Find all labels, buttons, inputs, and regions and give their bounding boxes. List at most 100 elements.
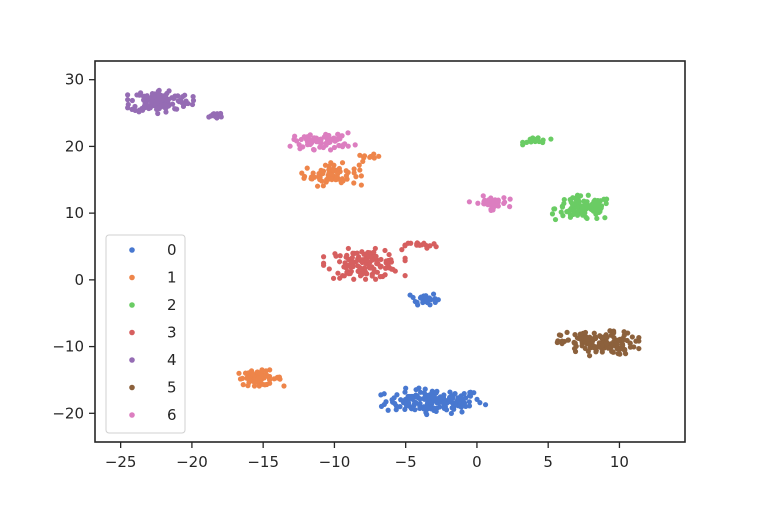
data-point-series-0 bbox=[446, 399, 453, 405]
data-point-series-6 bbox=[336, 142, 342, 149]
data-point-series-4 bbox=[129, 106, 135, 112]
data-point-series-4 bbox=[185, 100, 191, 107]
data-point-series-5 bbox=[565, 337, 571, 343]
data-point-series-1 bbox=[267, 377, 273, 383]
data-point-series-2 bbox=[561, 196, 567, 203]
data-point-series-5 bbox=[556, 332, 563, 338]
data-point-series-6 bbox=[312, 137, 318, 143]
legend-label-6: 6 bbox=[167, 406, 177, 424]
data-point-series-5 bbox=[617, 346, 623, 353]
data-point-series-0 bbox=[422, 386, 428, 392]
data-point-series-1 bbox=[263, 368, 269, 374]
data-point-series-0 bbox=[433, 390, 439, 396]
data-point-series-0 bbox=[426, 392, 432, 398]
data-point-series-5 bbox=[636, 334, 642, 341]
data-point-series-2 bbox=[574, 193, 581, 199]
data-point-series-5 bbox=[595, 343, 602, 350]
data-point-series-6 bbox=[488, 195, 494, 201]
data-point-series-5 bbox=[554, 339, 560, 346]
data-point-series-5 bbox=[611, 335, 617, 341]
data-point-series-1 bbox=[256, 375, 262, 381]
y-tick-label: 20 bbox=[65, 137, 84, 155]
data-point-series-5 bbox=[577, 331, 583, 337]
data-point-series-0 bbox=[409, 396, 415, 402]
data-point-series-3 bbox=[343, 254, 349, 260]
data-point-series-2 bbox=[570, 207, 576, 214]
data-point-series-2 bbox=[602, 215, 608, 221]
data-point-series-5 bbox=[559, 338, 565, 344]
data-point-series-2 bbox=[551, 206, 557, 212]
data-point-series-4 bbox=[125, 92, 131, 98]
data-point-series-3 bbox=[382, 247, 388, 254]
data-point-series-6 bbox=[352, 142, 358, 148]
data-point-series-3 bbox=[378, 256, 384, 263]
legend-label-3: 3 bbox=[167, 324, 177, 342]
data-point-series-2 bbox=[570, 211, 576, 218]
data-point-series-1 bbox=[351, 180, 357, 186]
data-point-series-3 bbox=[355, 263, 361, 269]
y-tick-label: −20 bbox=[52, 404, 84, 422]
data-point-series-1 bbox=[367, 154, 373, 160]
plot-frame bbox=[94, 60, 686, 443]
legend-label-5: 5 bbox=[167, 379, 177, 397]
data-point-series-4 bbox=[141, 103, 148, 109]
data-point-series-1 bbox=[323, 179, 329, 185]
data-point-series-3 bbox=[369, 273, 375, 279]
data-point-series-0 bbox=[427, 302, 433, 308]
data-point-series-1 bbox=[339, 160, 346, 166]
data-point-series-0 bbox=[450, 395, 456, 402]
data-point-series-5 bbox=[599, 349, 605, 355]
data-point-series-1 bbox=[326, 163, 332, 169]
points-layer bbox=[125, 87, 642, 418]
data-point-series-6 bbox=[317, 144, 323, 150]
data-point-series-5 bbox=[621, 336, 627, 343]
x-tick-label: −15 bbox=[247, 453, 279, 471]
x-tick-label: 5 bbox=[543, 453, 553, 471]
data-point-series-3 bbox=[320, 260, 327, 266]
data-point-series-4 bbox=[210, 111, 216, 117]
data-point-series-3 bbox=[362, 276, 369, 282]
data-point-series-1 bbox=[236, 370, 242, 376]
data-point-series-3 bbox=[377, 274, 383, 280]
data-point-series-3 bbox=[332, 251, 338, 257]
data-point-series-3 bbox=[341, 264, 347, 270]
data-point-series-0 bbox=[409, 406, 415, 412]
data-point-series-0 bbox=[418, 294, 424, 300]
data-point-series-3 bbox=[378, 263, 384, 269]
data-point-series-0 bbox=[428, 406, 434, 412]
data-point-series-2 bbox=[540, 137, 546, 143]
data-point-series-3 bbox=[382, 272, 388, 278]
data-point-series-2 bbox=[552, 216, 559, 223]
data-point-series-4 bbox=[164, 103, 171, 109]
data-point-series-0 bbox=[447, 389, 453, 395]
data-point-series-3 bbox=[402, 258, 408, 264]
data-point-series-5 bbox=[619, 341, 626, 347]
legend-marker-3 bbox=[129, 329, 135, 336]
data-point-series-2 bbox=[528, 136, 534, 142]
data-point-series-5 bbox=[604, 340, 610, 347]
data-point-series-4 bbox=[172, 106, 178, 112]
data-point-series-1 bbox=[358, 182, 364, 188]
data-point-series-0 bbox=[441, 399, 447, 405]
data-point-series-0 bbox=[466, 399, 472, 405]
data-point-series-1 bbox=[343, 168, 349, 174]
data-point-series-6 bbox=[466, 199, 472, 205]
data-point-series-0 bbox=[439, 394, 445, 400]
data-point-series-1 bbox=[263, 372, 270, 378]
data-point-series-6 bbox=[297, 146, 303, 152]
data-point-series-0 bbox=[385, 407, 391, 413]
data-point-series-0 bbox=[482, 402, 489, 408]
data-point-series-3 bbox=[361, 251, 367, 257]
data-point-series-2 bbox=[598, 203, 605, 209]
legend-marker-2 bbox=[129, 302, 135, 308]
data-point-series-0 bbox=[413, 392, 419, 398]
data-point-series-6 bbox=[480, 193, 486, 199]
data-point-series-4 bbox=[125, 97, 131, 103]
data-point-series-0 bbox=[413, 387, 419, 393]
data-point-series-0 bbox=[412, 401, 418, 407]
data-point-series-5 bbox=[616, 337, 622, 344]
data-point-series-1 bbox=[276, 374, 282, 380]
data-point-series-4 bbox=[189, 101, 196, 108]
data-point-series-3 bbox=[367, 265, 373, 271]
data-point-series-0 bbox=[417, 400, 423, 407]
